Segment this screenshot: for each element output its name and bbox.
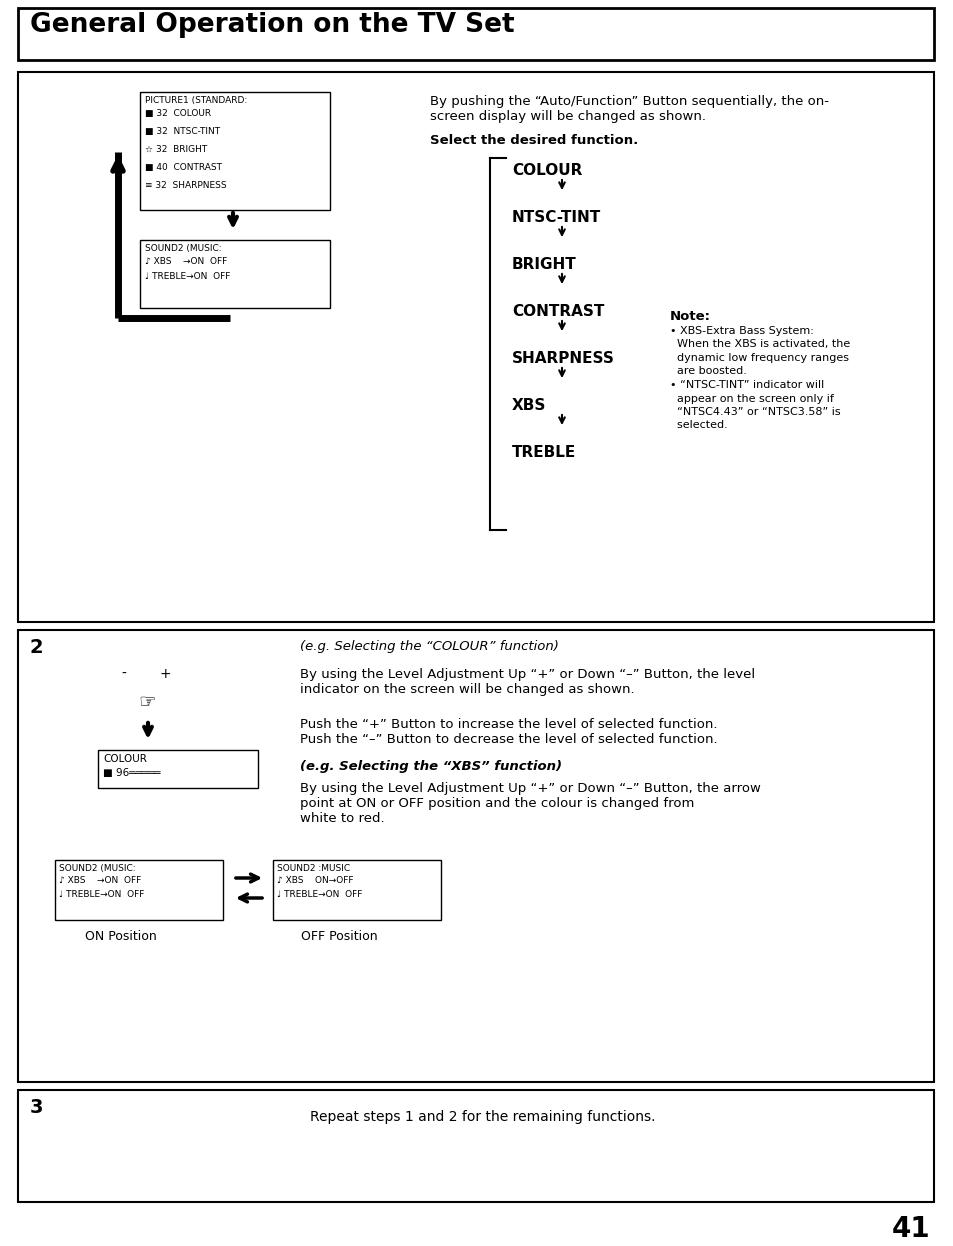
Text: SOUND2 :MUSIC: SOUND2 :MUSIC [276, 863, 350, 873]
Text: ♩ TREBLE→ON  OFF: ♩ TREBLE→ON OFF [145, 272, 230, 282]
Text: SHARPNESS: SHARPNESS [512, 351, 615, 366]
Text: ≡ 32  SHARPNESS: ≡ 32 SHARPNESS [145, 181, 227, 189]
Text: COLOUR: COLOUR [103, 754, 147, 764]
Text: ■ 40  CONTRAST: ■ 40 CONTRAST [145, 163, 222, 172]
Text: COLOUR: COLOUR [512, 163, 581, 178]
Text: XBS: XBS [512, 397, 546, 412]
Text: ON Position: ON Position [85, 930, 156, 943]
Text: ■ 32  COLOUR: ■ 32 COLOUR [145, 108, 211, 118]
Text: ♪ XBS    →ON  OFF: ♪ XBS →ON OFF [145, 257, 227, 265]
Bar [273, 860, 440, 920]
Text: BRIGHT: BRIGHT [512, 257, 577, 272]
Text: Note:: Note: [669, 310, 710, 323]
Text: 3: 3 [30, 1098, 44, 1116]
Text: • “NTSC-TINT” indicator will: • “NTSC-TINT” indicator will [669, 380, 823, 390]
Text: selected.: selected. [669, 420, 727, 431]
Text: General Operation on the TV Set: General Operation on the TV Set [30, 12, 514, 37]
Text: “NTSC4.43” or “NTSC3.58” is: “NTSC4.43” or “NTSC3.58” is [669, 407, 840, 417]
Text: CONTRAST: CONTRAST [512, 304, 604, 319]
Bar [18, 1090, 933, 1202]
Text: ♩ TREBLE→ON  OFF: ♩ TREBLE→ON OFF [59, 890, 144, 900]
Bar [55, 860, 223, 920]
Text: -: - [121, 667, 126, 682]
Text: 41: 41 [890, 1215, 929, 1244]
Text: SOUND2 (MUSIC:: SOUND2 (MUSIC: [145, 244, 221, 253]
Text: ■ 32  NTSC-TINT: ■ 32 NTSC-TINT [145, 127, 220, 136]
Bar [140, 240, 330, 308]
Text: ☆ 32  BRIGHT: ☆ 32 BRIGHT [145, 145, 207, 155]
Text: +: + [160, 667, 172, 682]
Text: PICTURE1 (STANDARD:: PICTURE1 (STANDARD: [145, 96, 247, 105]
Text: are boosted.: are boosted. [669, 366, 746, 376]
Text: OFF Position: OFF Position [301, 930, 377, 943]
Text: SOUND2 (MUSIC:: SOUND2 (MUSIC: [59, 863, 135, 873]
Text: (e.g. Selecting the “XBS” function): (e.g. Selecting the “XBS” function) [299, 760, 561, 773]
Bar [18, 7, 933, 60]
Bar [18, 72, 933, 622]
Text: 2: 2 [30, 638, 44, 657]
Text: appear on the screen only if: appear on the screen only if [669, 394, 833, 404]
Bar [98, 750, 257, 787]
Text: Select the desired function.: Select the desired function. [430, 135, 638, 147]
Text: ☞: ☞ [138, 693, 155, 711]
Text: NTSC-TINT: NTSC-TINT [512, 211, 600, 226]
Bar [140, 92, 330, 211]
Text: ♪ XBS    →ON  OFF: ♪ XBS →ON OFF [59, 876, 141, 885]
Text: • XBS-Extra Bass System:: • XBS-Extra Bass System: [669, 326, 813, 336]
Text: ♪ XBS    ON→OFF: ♪ XBS ON→OFF [276, 876, 354, 885]
Text: (e.g. Selecting the “COLOUR” function): (e.g. Selecting the “COLOUR” function) [299, 640, 558, 653]
Text: Repeat steps 1 and 2 for the remaining functions.: Repeat steps 1 and 2 for the remaining f… [310, 1110, 655, 1124]
Text: By using the Level Adjustment Up “+” or Down “–” Button, the level
indicator on : By using the Level Adjustment Up “+” or … [299, 668, 755, 697]
Text: When the XBS is activated, the: When the XBS is activated, the [669, 339, 849, 349]
Text: ♩ TREBLE→ON  OFF: ♩ TREBLE→ON OFF [276, 890, 362, 900]
Text: By pushing the “Auto/Function” Button sequentially, the on-
screen display will : By pushing the “Auto/Function” Button se… [430, 95, 828, 123]
Text: ■ 96═════: ■ 96═════ [103, 768, 160, 778]
Bar [18, 630, 933, 1082]
Text: By using the Level Adjustment Up “+” or Down “–” Button, the arrow
point at ON o: By using the Level Adjustment Up “+” or … [299, 782, 760, 825]
Text: dynamic low frequency ranges: dynamic low frequency ranges [669, 353, 848, 363]
Text: Push the “+” Button to increase the level of selected function.
Push the “–” But: Push the “+” Button to increase the leve… [299, 718, 717, 746]
Text: TREBLE: TREBLE [512, 445, 576, 460]
